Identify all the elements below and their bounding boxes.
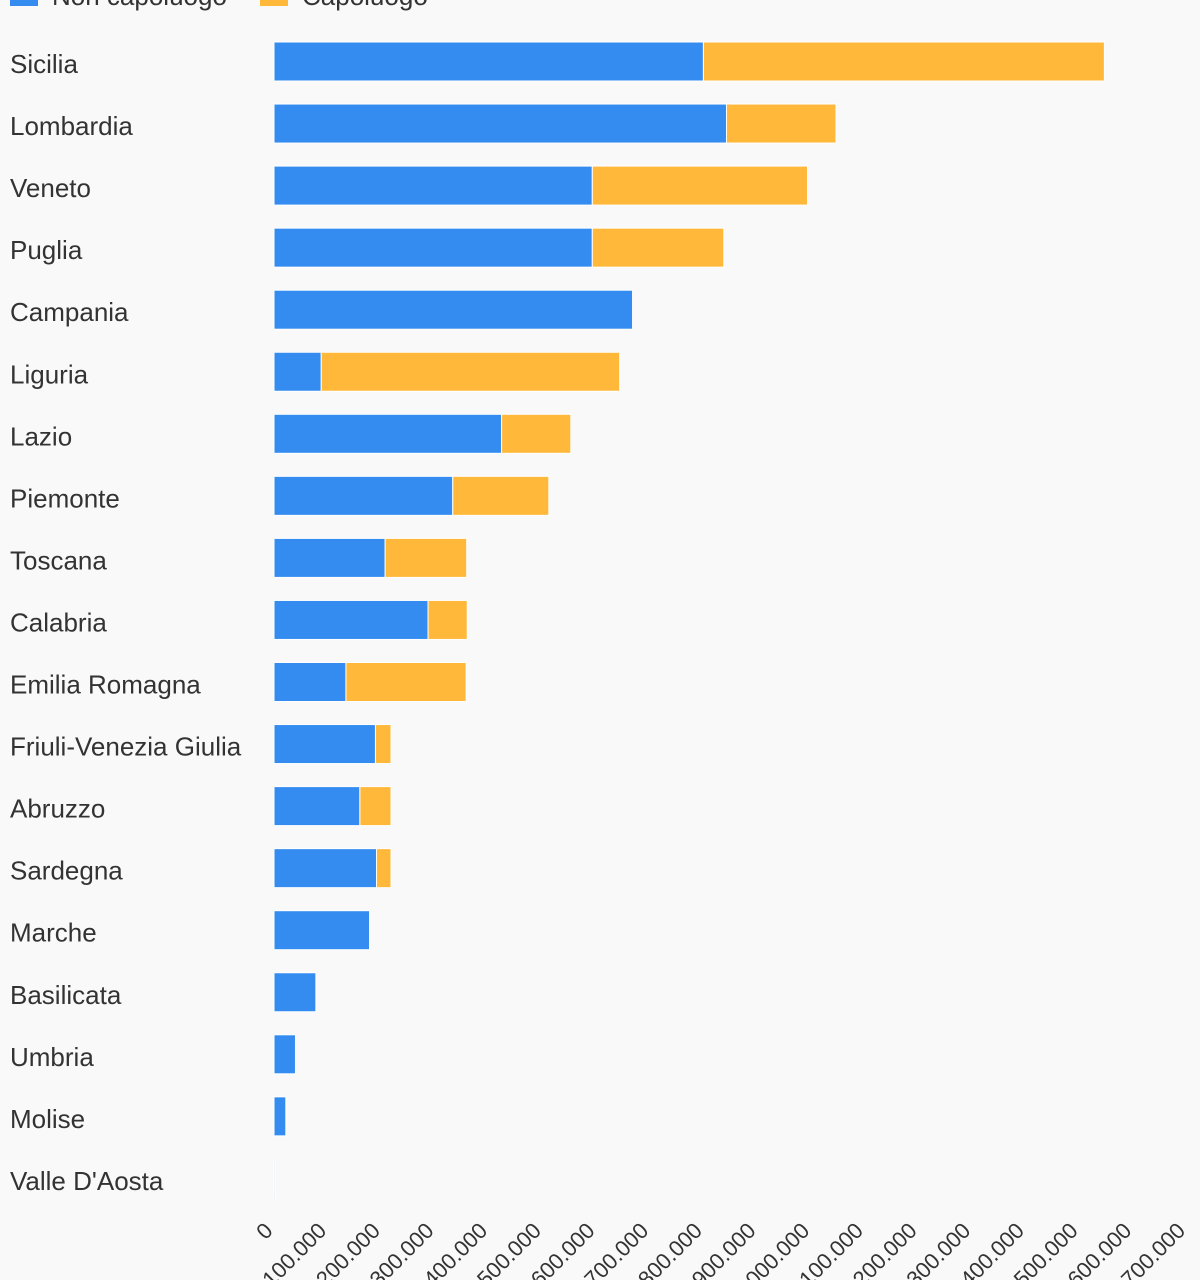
category-label: Basilicata [10, 980, 122, 1010]
category-label: Abruzzo [10, 794, 105, 824]
category-label: Puglia [10, 235, 83, 265]
bar-segment-capoluogo [702, 41, 1105, 82]
bar-segment-non-capoluogo [273, 165, 593, 206]
category-label: Umbria [10, 1042, 94, 1072]
category-label: Sicilia [10, 49, 78, 79]
category-axis-labels: Sicilia Lombardia Veneto Puglia Campania Ligu… [10, 49, 242, 1196]
bar-segment-capoluogo [591, 227, 725, 268]
bar-segment-capoluogo [320, 351, 621, 392]
category-label: Marche [10, 918, 97, 948]
x-axis-tick-labels: 0100.000200.000300.000400.000500.000600.… [251, 1218, 1190, 1280]
bar-segment-capoluogo [345, 662, 467, 702]
category-label: Veneto [10, 173, 91, 203]
bar-segment-capoluogo [374, 724, 392, 765]
bar-segment-capoluogo [591, 165, 809, 206]
category-label: Piemonte [10, 483, 120, 513]
category-label: Calabria [10, 607, 107, 637]
x-tick-label: 0 [251, 1218, 277, 1244]
bar-segment-capoluogo [725, 103, 837, 144]
bar-segment-non-capoluogo [273, 41, 704, 82]
category-label: Lombardia [10, 111, 133, 141]
bar-segment-non-capoluogo [273, 910, 371, 951]
category-label: Campania [10, 297, 129, 327]
bar-segment-capoluogo [384, 537, 468, 578]
bar-segment-capoluogo [359, 786, 392, 827]
bar-segment-non-capoluogo [273, 1158, 276, 1199]
bar-segment-capoluogo [501, 413, 572, 454]
category-label: Molise [10, 1104, 85, 1134]
bar-segment-non-capoluogo [273, 537, 386, 578]
bar-segment-non-capoluogo [273, 227, 593, 268]
bar-segment-non-capoluogo [273, 848, 378, 889]
category-label: Valle D'Aosta [10, 1166, 164, 1196]
bar-segment-capoluogo [376, 848, 392, 889]
chart-legend: Non capoluogo Capoluogo [10, 0, 428, 11]
bar-segment-non-capoluogo [273, 599, 429, 640]
bar-segment-non-capoluogo [273, 662, 347, 702]
bars-layer [273, 41, 1105, 1199]
bar-segment-non-capoluogo [273, 786, 361, 827]
category-label: Emilia Romagna [10, 670, 201, 700]
bar-segment-non-capoluogo [273, 972, 317, 1013]
legend-swatch-0 [10, 0, 38, 6]
bar-segment-non-capoluogo [273, 289, 634, 330]
legend-swatch-1 [260, 0, 288, 6]
legend-label-1: Capoluogo [302, 0, 428, 11]
category-label: Sardegna [10, 856, 123, 886]
category-label: Toscana [10, 545, 107, 575]
bar-segment-non-capoluogo [273, 351, 322, 392]
bar-segment-non-capoluogo [273, 724, 376, 765]
bar-segment-non-capoluogo [273, 413, 503, 454]
legend-label-0: Non capoluogo [52, 0, 227, 11]
category-label: Liguria [10, 359, 89, 389]
category-label: Lazio [10, 421, 72, 451]
category-label: Friuli-Venezia Giulia [10, 732, 242, 762]
bar-segment-non-capoluogo [273, 475, 454, 516]
bar-segment-non-capoluogo [273, 1096, 287, 1137]
bar-segment-capoluogo [452, 475, 550, 516]
bar-segment-capoluogo [427, 599, 468, 640]
bar-segment-non-capoluogo [273, 103, 727, 144]
bar-segment-non-capoluogo [273, 1034, 296, 1075]
